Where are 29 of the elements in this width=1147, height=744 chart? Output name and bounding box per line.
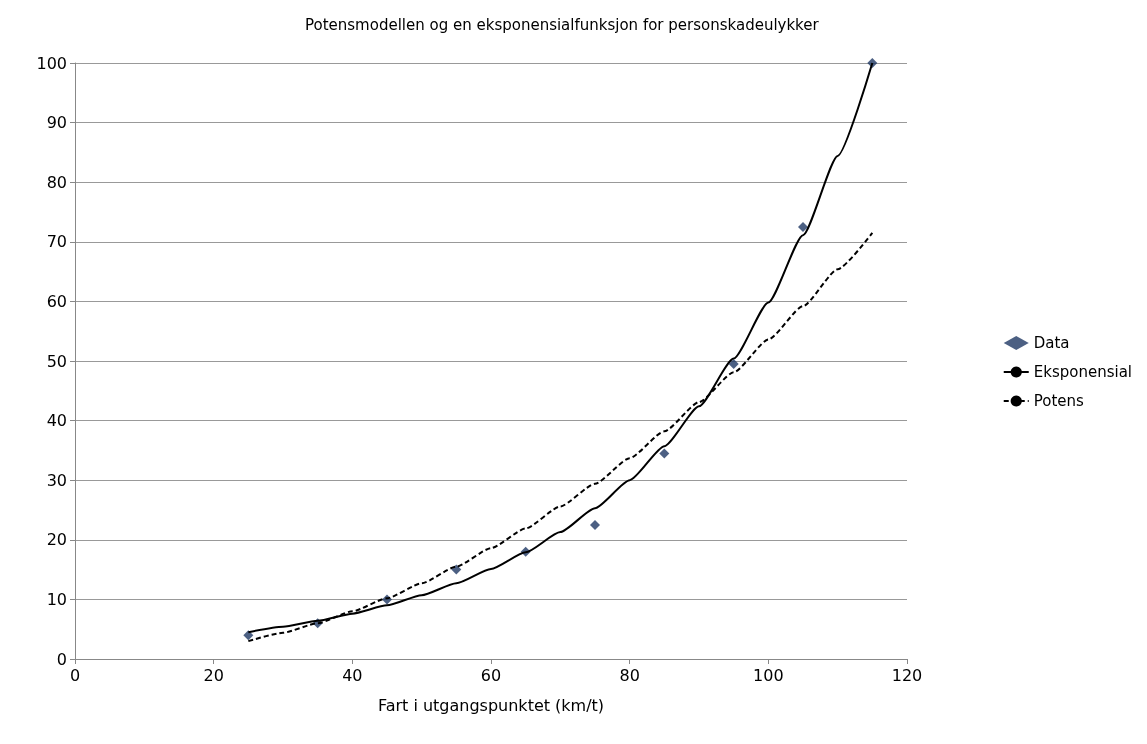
x-tick-label: 20 <box>203 665 224 685</box>
y-tick-label: 20 <box>46 530 67 550</box>
x-tick-label: 0 <box>69 665 81 685</box>
y-tick-label: 70 <box>46 232 67 252</box>
y-tick-label: 90 <box>46 113 67 133</box>
y-tick-label: 30 <box>46 470 67 490</box>
point <box>451 564 462 575</box>
x-axis-title: Fart i utgangspunktet (km/t) <box>377 695 605 715</box>
y-tick-label: 80 <box>46 172 67 192</box>
y-tick-label: 50 <box>46 351 67 371</box>
point <box>728 358 739 369</box>
legend-label: Data <box>1033 334 1070 352</box>
point <box>590 519 600 530</box>
y-tick-label: 10 <box>46 589 67 609</box>
x-tick-label: 100 <box>753 665 784 685</box>
legend-label: Potens <box>1033 392 1085 410</box>
chart-title: Potensmodellen og en eksponensialfunksjon for personskadeulykker <box>305 15 820 34</box>
y-tick-label: 40 <box>46 411 67 431</box>
y-tick-label: 100 <box>36 53 67 73</box>
x-tick-label: 60 <box>480 665 502 685</box>
x-tick-label: 120 <box>891 665 923 685</box>
x-tick-label: 40 <box>342 665 363 685</box>
legend-label: Eksponensial <box>1033 363 1132 381</box>
point <box>659 448 670 459</box>
y-tick-label: 0 <box>56 649 67 669</box>
y-tick-label: 60 <box>46 291 67 311</box>
x-tick-label: 80 <box>619 665 640 685</box>
point <box>798 221 808 232</box>
point <box>243 630 254 641</box>
